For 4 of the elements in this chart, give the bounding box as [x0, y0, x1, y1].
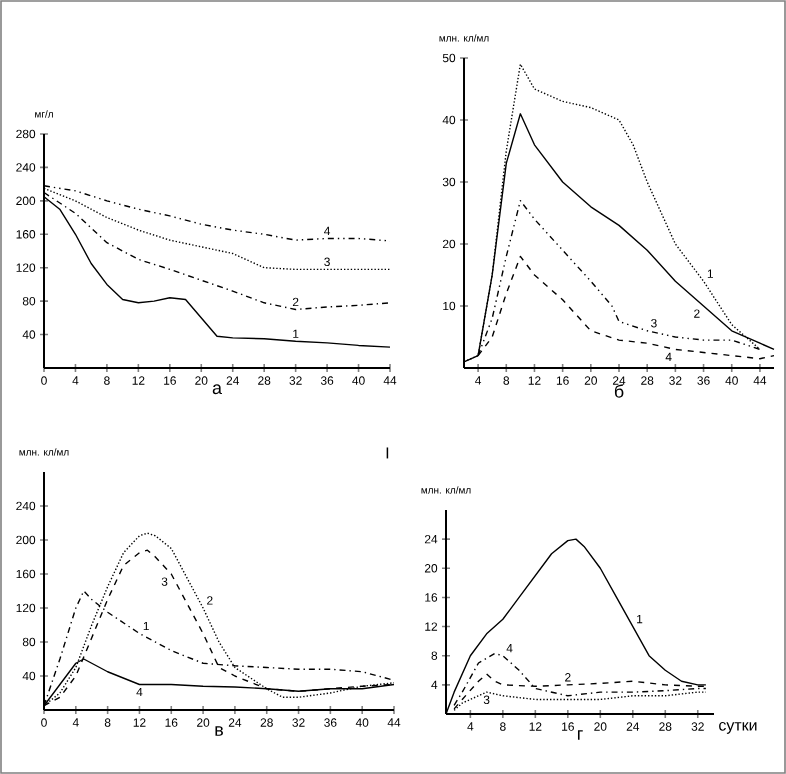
text: б — [614, 384, 624, 398]
text: в — [215, 726, 223, 736]
text: г — [577, 730, 583, 740]
text: а — [212, 384, 222, 395]
